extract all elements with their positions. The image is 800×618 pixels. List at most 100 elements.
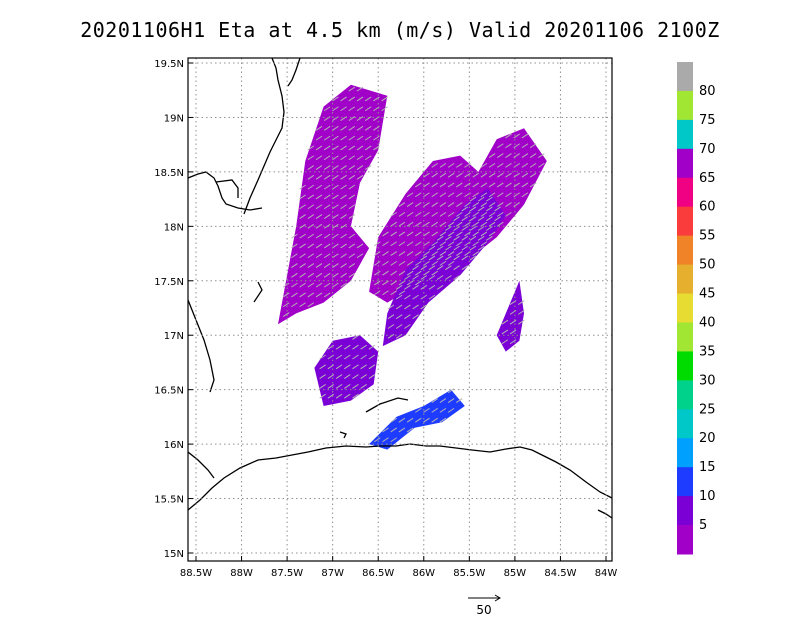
x-tick-label: 84W — [595, 568, 618, 579]
wind-vector — [469, 196, 477, 202]
wind-vector — [315, 263, 323, 268]
wind-vector — [423, 417, 430, 423]
wind-vector — [315, 272, 323, 278]
wind-vector — [387, 304, 395, 310]
wind-vector — [382, 241, 389, 247]
wind-vector — [472, 211, 479, 217]
wind-vector — [415, 260, 422, 266]
wind-vector — [307, 233, 315, 239]
wind-vector — [404, 284, 411, 290]
wind-vector — [315, 282, 323, 288]
wind-vector — [428, 294, 436, 300]
wind-vector — [406, 270, 414, 276]
wind-vector — [348, 165, 356, 170]
wind-vector — [480, 231, 488, 237]
wind-vector — [348, 174, 356, 180]
wind-vector — [447, 407, 455, 413]
wind-vector — [374, 290, 381, 296]
wind-vector — [315, 145, 323, 151]
wind-vector — [431, 192, 438, 198]
wind-vector — [453, 216, 460, 222]
reference-vector: 50 — [468, 594, 501, 617]
wind-vector — [480, 192, 488, 198]
wind-vector — [340, 263, 347, 268]
x-tick-label: 88W — [230, 568, 253, 579]
wind-vector — [381, 96, 388, 102]
wind-vector — [390, 260, 397, 266]
wind-vector — [282, 282, 290, 288]
wind-vector — [360, 374, 367, 380]
wind-vector — [480, 172, 488, 178]
wind-vector — [453, 245, 460, 251]
wind-vector — [415, 280, 422, 286]
wind-vector — [439, 260, 447, 266]
wind-vector — [445, 235, 452, 241]
wind-vector — [497, 211, 504, 217]
wind-vector — [315, 253, 323, 259]
wind-vector — [387, 314, 395, 320]
wind-vector — [497, 153, 504, 158]
wind-vector — [406, 192, 414, 198]
wind-vector — [456, 398, 463, 403]
wind-vector — [387, 324, 395, 329]
wind-vector — [340, 272, 347, 278]
wind-vector — [395, 314, 403, 320]
wind-vector — [315, 125, 323, 131]
wind-vector — [447, 162, 455, 168]
wind-vector — [431, 260, 438, 266]
wind-vector — [415, 270, 422, 276]
wind-vector — [398, 202, 406, 207]
wind-vector — [415, 241, 422, 247]
colorbar-label: 30 — [699, 373, 716, 388]
wind-vector — [439, 162, 447, 168]
colorbar-swatch — [677, 119, 693, 150]
wind-vector — [332, 155, 339, 161]
wind-vector — [521, 153, 529, 158]
wind-vector — [412, 314, 419, 320]
wind-vector — [374, 251, 381, 256]
wind-vector — [395, 284, 403, 290]
wind-vector — [472, 172, 479, 178]
wind-vector — [319, 383, 326, 389]
y-tick-label: 17N — [164, 331, 184, 342]
wind-vector — [323, 263, 331, 268]
wind-vector — [332, 214, 339, 219]
wind-vector — [439, 211, 447, 217]
wind-vector — [505, 133, 512, 139]
wind-vector — [521, 162, 529, 168]
wind-vector — [439, 192, 447, 198]
wind-vector — [332, 135, 339, 141]
wind-vector — [348, 116, 356, 121]
wind-vector — [497, 192, 504, 198]
wind-vectors — [282, 86, 545, 443]
wind-vector — [381, 106, 388, 112]
y-tick-label: 19N — [164, 113, 184, 124]
wind-vector — [356, 155, 364, 161]
y-tick-label: 18N — [164, 222, 184, 233]
wind-vector — [412, 294, 419, 300]
wind-vector — [348, 86, 356, 92]
wind-vector — [352, 364, 359, 370]
plot-frame — [187, 57, 613, 562]
wind-vector — [464, 231, 471, 237]
wind-vector — [420, 275, 428, 280]
wind-vector — [348, 194, 356, 200]
wind-vector — [472, 192, 479, 198]
colorbar-swatch — [677, 467, 693, 497]
y-tick-label: 16N — [164, 440, 184, 451]
wind-vector — [315, 292, 323, 298]
wind-vector — [340, 155, 347, 161]
wind-vector — [315, 214, 323, 219]
wind-vector — [356, 116, 364, 121]
wind-vector — [299, 223, 306, 229]
wind-vector — [323, 125, 331, 131]
wind-vector — [340, 96, 347, 102]
wind-vector — [395, 324, 403, 329]
wind-vector — [423, 211, 430, 217]
wind-vector — [428, 245, 436, 251]
wind-vector — [332, 174, 339, 180]
wind-vector — [364, 125, 372, 131]
wind-region-west-band — [278, 84, 388, 325]
wind-vector — [352, 334, 359, 340]
wind-vector — [343, 354, 351, 360]
